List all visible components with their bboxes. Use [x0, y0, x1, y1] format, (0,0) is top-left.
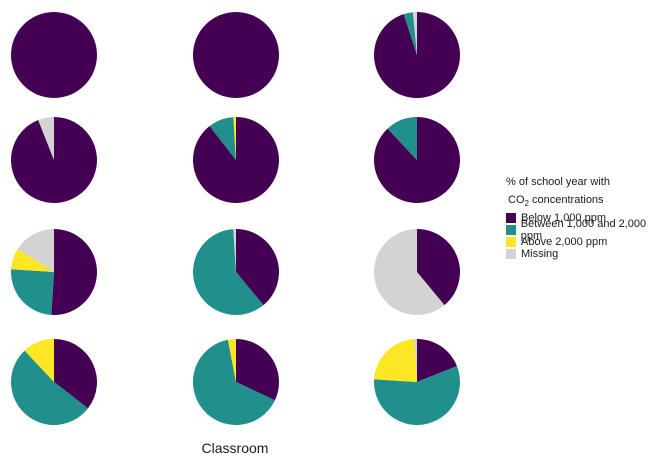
pie-10-slice-below-1000	[54, 338, 97, 409]
x-axis-label: Classroom	[201, 440, 269, 456]
pie-7-slice-missing	[17, 229, 54, 272]
pie-7-slice-above-2000	[11, 248, 54, 272]
legend-swatch-between	[506, 225, 516, 236]
legend-swatch-missing	[506, 249, 516, 260]
pie-9-slice-missing	[374, 229, 445, 315]
pie-2-slice-below-1000	[193, 12, 279, 98]
pie-1	[11, 12, 97, 98]
legend-item-missing: Missing	[506, 248, 667, 260]
pie-1-slice-below-1000	[11, 12, 97, 98]
legend-item-above-2000: Above 2,000 ppm	[506, 236, 667, 248]
pie-3	[374, 12, 461, 98]
legend-label-between: Between 1,000 and 2,000 ppm	[520, 218, 647, 243]
pie-6-slice-between	[387, 117, 417, 160]
legend-item-between: Between 1,000 and 2,000 ppm	[506, 218, 667, 242]
pie-5-slice-between	[209, 117, 236, 160]
legend-title-co: CO	[508, 194, 525, 206]
pie-11-slice-below-1000	[236, 339, 279, 401]
pie-2	[193, 12, 279, 98]
pie-10-slice-above-2000	[24, 338, 54, 382]
pie-8-slice-missing	[233, 229, 236, 272]
pie-11	[192, 339, 279, 426]
legend-title-line2: CO2 concentrations	[506, 194, 667, 208]
pie-7-slice-between	[11, 269, 55, 315]
pie-9-slice-below-1000	[417, 229, 460, 306]
legend-swatch-above-2000	[506, 237, 516, 248]
pie-6	[374, 117, 460, 203]
pie-8-slice-between	[193, 229, 264, 315]
legend-swatch-below-1000	[506, 213, 516, 224]
legend-title-subscript: 2	[524, 199, 529, 209]
pie-12-slice-missing	[414, 339, 417, 382]
pie-4-slice-below-1000	[10, 117, 97, 203]
pie-5	[193, 117, 279, 203]
pie-11-slice-above-2000	[227, 339, 236, 382]
pie-6-slice-below-1000	[374, 117, 460, 203]
pie-9	[374, 229, 460, 315]
pie-11-slice-between	[192, 339, 275, 426]
pie-3-slice-between	[403, 12, 417, 56]
pie-5-slice-above-2000	[233, 117, 236, 160]
pie-7-slice-below-1000	[51, 229, 97, 316]
pie-4	[10, 117, 97, 203]
pie-8	[193, 229, 280, 315]
legend: % of school year with CO2 concentrations…	[506, 176, 667, 260]
pie-12-slice-above-2000	[374, 339, 417, 382]
pie-10	[10, 338, 97, 426]
pie-10-slice-between	[10, 350, 88, 426]
pie-12-slice-below-1000	[417, 338, 457, 382]
pie-3-slice-missing	[412, 12, 417, 55]
legend-label-missing: Missing	[521, 248, 559, 261]
legend-label-below-1000: Below 1,000 ppm	[521, 212, 606, 225]
pie-4-slice-missing	[38, 117, 54, 160]
legend-label-above-2000: Above 2,000 ppm	[521, 236, 608, 249]
legend-title-suffix: concentrations	[528, 194, 604, 206]
pie-8-slice-below-1000	[236, 229, 280, 306]
pie-3-slice-below-1000	[374, 12, 461, 98]
pie-12-slice-between	[374, 366, 460, 425]
pie-7	[11, 229, 97, 316]
legend-title-line1: % of school year with	[506, 176, 610, 188]
legend-item-below-1000: Below 1,000 ppm	[506, 212, 667, 224]
pie-12	[374, 338, 460, 425]
